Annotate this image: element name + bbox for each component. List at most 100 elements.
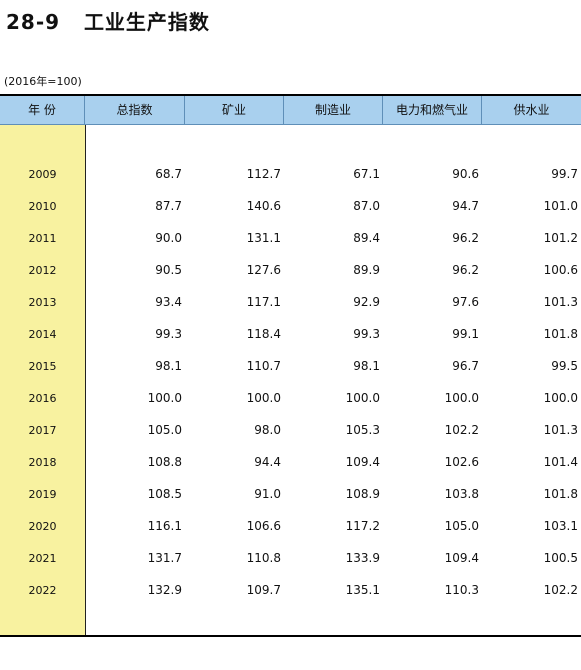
table-row: 2015 98.1 110.7 98.1 96.7 99.5 <box>0 350 581 382</box>
electricity-gas-cell: 96.2 <box>452 263 479 277</box>
water-supply-cell: 101.2 <box>543 231 578 245</box>
total-index-cell: 87.7 <box>155 199 182 213</box>
year-cell: 2022 <box>28 583 57 597</box>
table-bottom-rule <box>0 635 581 637</box>
electricity-gas-cell: 96.2 <box>452 231 479 245</box>
water-supply-cell: 100.6 <box>543 263 578 277</box>
electricity-gas-cell: 100.0 <box>444 391 479 405</box>
table-row: 2021 131.7 110.8 133.9 109.4 100.5 <box>0 542 581 574</box>
year-cell: 2013 <box>28 295 57 309</box>
electricity-gas-cell: 90.6 <box>452 167 479 181</box>
table-row: 2017 105.0 98.0 105.3 102.2 101.3 <box>0 414 581 446</box>
electricity-gas-cell: 94.7 <box>452 199 479 213</box>
year-cell: 2017 <box>28 423 57 437</box>
year-cell: 2011 <box>28 231 57 245</box>
water-supply-cell: 101.3 <box>543 423 578 437</box>
mining-cell: 106.6 <box>246 519 281 533</box>
year-cell: 2016 <box>28 391 57 405</box>
total-index-cell: 108.8 <box>147 455 182 469</box>
manufacturing-cell: 108.9 <box>345 487 380 501</box>
water-supply-cell: 99.7 <box>551 167 578 181</box>
manufacturing-cell: 99.3 <box>353 327 380 341</box>
year-cell: 2021 <box>28 551 57 565</box>
mining-cell: 100.0 <box>246 391 281 405</box>
manufacturing-cell: 100.0 <box>345 391 380 405</box>
total-index-cell: 68.7 <box>155 167 182 181</box>
table-row: 2014 99.3 118.4 99.3 99.1 101.8 <box>0 318 581 350</box>
water-supply-cell: 100.5 <box>543 551 578 565</box>
table-header: 年 份 总指数 矿业 制造业 电力和燃气业 供水业 <box>0 96 581 125</box>
manufacturing-cell: 105.3 <box>345 423 380 437</box>
manufacturing-cell: 87.0 <box>353 199 380 213</box>
electricity-gas-cell: 96.7 <box>452 359 479 373</box>
manufacturing-cell: 135.1 <box>345 583 380 597</box>
table-body: 2009 68.7 112.7 67.1 90.6 99.7 2010 87.7 140.6 87… <box>0 158 581 606</box>
table-row: 2012 90.5 127.6 89.9 96.2 100.6 <box>0 254 581 286</box>
total-index-cell: 90.0 <box>155 231 182 245</box>
total-index-cell: 108.5 <box>147 487 182 501</box>
water-supply-cell: 101.0 <box>543 199 578 213</box>
mining-cell: 109.7 <box>246 583 281 597</box>
year-cell: 2014 <box>28 327 57 341</box>
header-manufacturing: 制造业 <box>284 96 383 124</box>
mining-cell: 112.7 <box>246 167 281 181</box>
mining-cell: 110.8 <box>246 551 281 565</box>
table-row: 2019 108.5 91.0 108.9 103.8 101.8 <box>0 478 581 510</box>
table-row: 2010 87.7 140.6 87.0 94.7 101.0 <box>0 190 581 222</box>
water-supply-cell: 102.2 <box>543 583 578 597</box>
electricity-gas-cell: 109.4 <box>444 551 479 565</box>
total-index-cell: 98.1 <box>155 359 182 373</box>
mining-cell: 98.0 <box>254 423 281 437</box>
total-index-cell: 116.1 <box>147 519 182 533</box>
year-cell: 2018 <box>28 455 57 469</box>
header-year: 年 份 <box>0 96 85 124</box>
water-supply-cell: 100.0 <box>543 391 578 405</box>
header-mining: 矿业 <box>185 96 284 124</box>
mining-cell: 131.1 <box>246 231 281 245</box>
electricity-gas-cell: 99.1 <box>452 327 479 341</box>
header-water-supply: 供水业 <box>513 103 550 117</box>
year-cell: 2020 <box>28 519 57 533</box>
total-index-cell: 93.4 <box>155 295 182 309</box>
year-cell: 2015 <box>28 359 57 373</box>
table-row: 2009 68.7 112.7 67.1 90.6 99.7 <box>0 158 581 190</box>
page-title: 28-9 工业生产指数 <box>6 10 210 34</box>
water-supply-cell: 101.4 <box>543 455 578 469</box>
table-row: 2016 100.0 100.0 100.0 100.0 100.0 <box>0 382 581 414</box>
electricity-gas-cell: 102.6 <box>444 455 479 469</box>
mining-cell: 91.0 <box>254 487 281 501</box>
total-index-cell: 90.5 <box>155 263 182 277</box>
water-supply-cell: 101.8 <box>543 487 578 501</box>
year-cell: 2012 <box>28 263 57 277</box>
year-cell: 2009 <box>28 167 57 181</box>
electricity-gas-cell: 97.6 <box>452 295 479 309</box>
table-row: 2018 108.8 94.4 109.4 102.6 101.4 <box>0 446 581 478</box>
manufacturing-cell: 133.9 <box>345 551 380 565</box>
electricity-gas-cell: 105.0 <box>444 519 479 533</box>
electricity-gas-cell: 102.2 <box>444 423 479 437</box>
mining-cell: 94.4 <box>254 455 281 469</box>
year-cell: 2010 <box>28 199 57 213</box>
manufacturing-cell: 92.9 <box>353 295 380 309</box>
water-supply-cell: 101.8 <box>543 327 578 341</box>
water-supply-cell: 99.5 <box>551 359 578 373</box>
base-year-note: (2016年=100) <box>4 75 82 88</box>
total-index-cell: 99.3 <box>155 327 182 341</box>
electricity-gas-cell: 110.3 <box>444 583 479 597</box>
water-supply-cell: 101.3 <box>543 295 578 309</box>
table-row: 2011 90.0 131.1 89.4 96.2 101.2 <box>0 222 581 254</box>
manufacturing-cell: 89.9 <box>353 263 380 277</box>
total-index-cell: 132.9 <box>147 583 182 597</box>
total-index-cell: 105.0 <box>147 423 182 437</box>
table-row: 2013 93.4 117.1 92.9 97.6 101.3 <box>0 286 581 318</box>
manufacturing-cell: 109.4 <box>345 455 380 469</box>
water-supply-cell: 103.1 <box>543 519 578 533</box>
mining-cell: 127.6 <box>246 263 281 277</box>
manufacturing-cell: 89.4 <box>353 231 380 245</box>
mining-cell: 140.6 <box>246 199 281 213</box>
header-total-index: 总指数 <box>85 96 185 124</box>
year-cell: 2019 <box>28 487 57 501</box>
mining-cell: 110.7 <box>246 359 281 373</box>
total-index-cell: 100.0 <box>147 391 182 405</box>
total-index-cell: 131.7 <box>147 551 182 565</box>
